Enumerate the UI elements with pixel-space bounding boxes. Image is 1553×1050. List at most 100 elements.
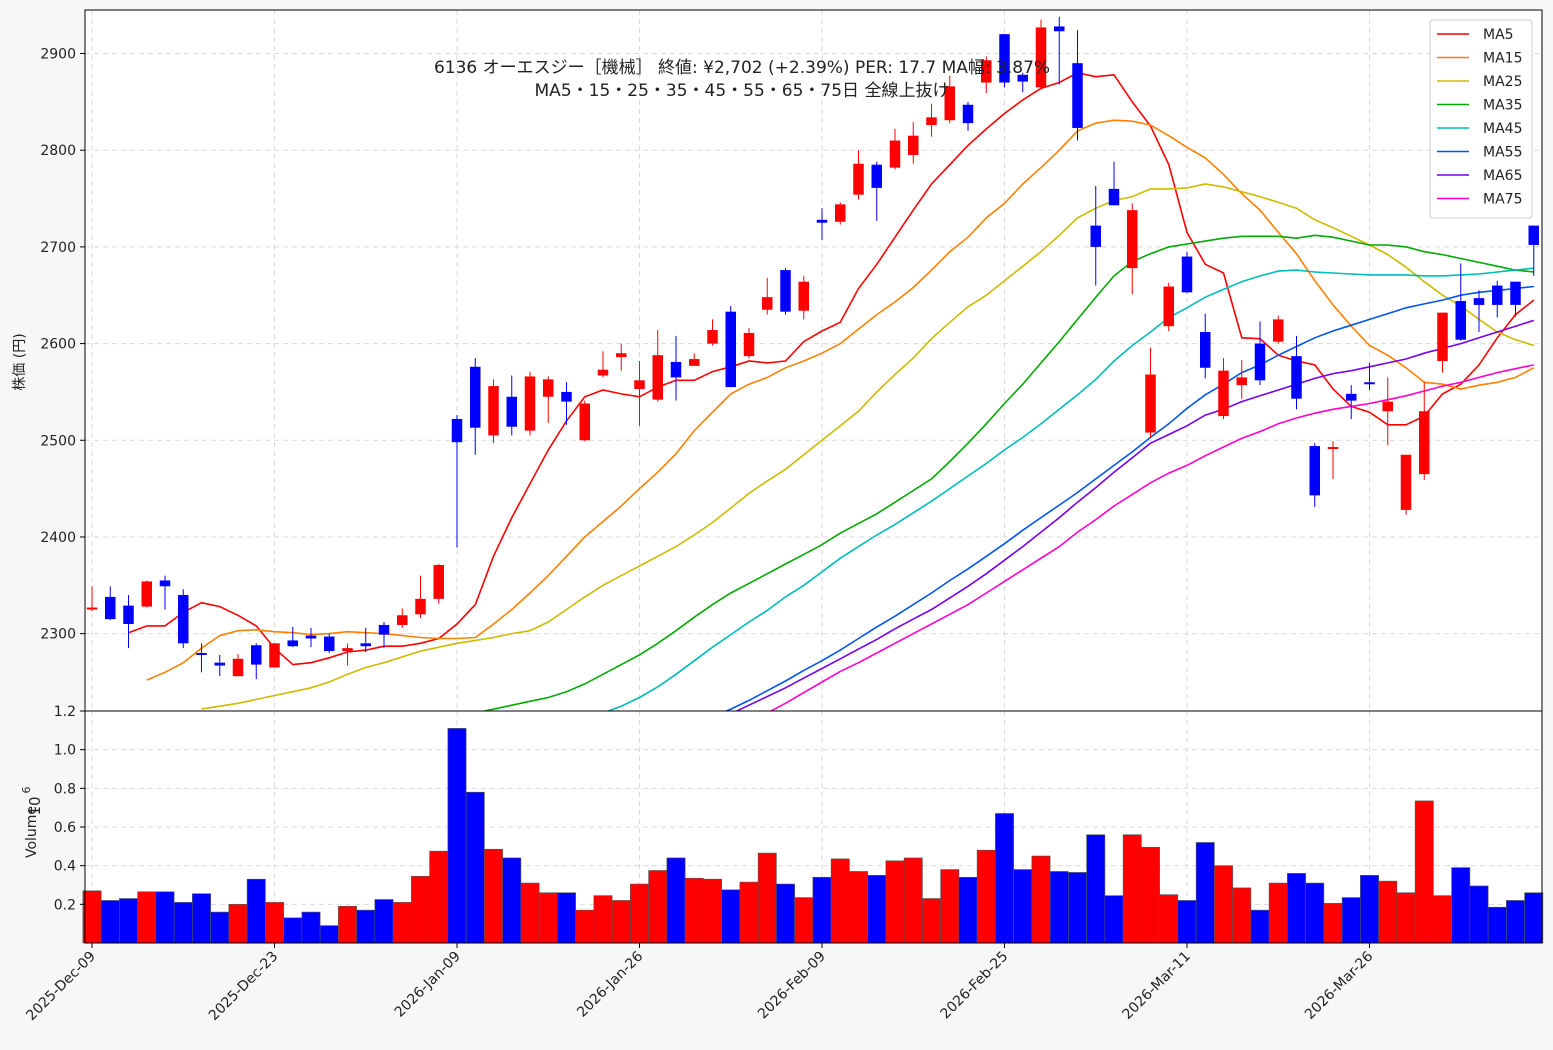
ma-line-ma75 — [769, 364, 1534, 711]
volume-bar — [374, 899, 394, 944]
candle-body — [1273, 319, 1284, 342]
legend-label-ma55: MA55 — [1483, 145, 1522, 161]
volume-bar — [757, 852, 777, 944]
candle — [1346, 385, 1357, 419]
legend-label-ma35: MA35 — [1483, 98, 1522, 114]
candle-body — [1200, 331, 1211, 368]
candle-body — [305, 635, 317, 639]
volume-bar — [648, 870, 668, 944]
volume-tick-label: 0.6 — [54, 820, 76, 836]
legend-label-ma5: MA5 — [1483, 27, 1514, 43]
volume-bar — [411, 875, 430, 944]
volume-bar — [794, 897, 814, 944]
volume-bar — [849, 871, 868, 944]
candle — [962, 101, 974, 131]
candle — [342, 643, 353, 666]
volume-bar — [703, 878, 722, 944]
candle-body — [196, 652, 207, 655]
volume-bar — [611, 900, 631, 944]
candle-body — [378, 624, 390, 635]
candle-body — [269, 643, 280, 668]
candle — [1236, 360, 1247, 399]
volume-bar — [1287, 873, 1306, 944]
volume-bar — [684, 877, 704, 944]
candle — [1510, 281, 1521, 317]
volume-bar — [319, 925, 339, 944]
candle — [561, 382, 572, 425]
candle — [488, 379, 499, 444]
candle-body — [86, 607, 98, 610]
candle-body — [1528, 225, 1539, 245]
volume-bar — [82, 890, 102, 944]
candle — [1473, 290, 1485, 332]
price-tick-label: 2800 — [40, 143, 76, 159]
legend-label-ma75: MA75 — [1483, 192, 1522, 208]
candle-body — [360, 643, 371, 647]
candle — [1145, 347, 1156, 438]
candle-body — [962, 104, 974, 124]
legend: MA5 MA15 MA25 MA35 MA45 MA55 MA65 MA75 — [1429, 19, 1533, 219]
candle — [324, 633, 335, 653]
candle — [1273, 315, 1284, 344]
price-tick-label: 2300 — [40, 627, 76, 643]
candle — [1419, 382, 1430, 480]
volume-y-axis-label: Volume — [24, 806, 40, 858]
volume-bar — [1250, 909, 1270, 944]
candle — [634, 360, 645, 426]
candle — [889, 128, 901, 170]
legend-label-ma15: MA15 — [1483, 51, 1522, 67]
volume-bar — [1323, 903, 1343, 944]
volume-exponent-base: 10 — [26, 796, 44, 815]
candle — [1072, 30, 1083, 141]
volume-bar — [1049, 871, 1069, 944]
candle-body — [579, 403, 590, 441]
volume-bar — [520, 882, 540, 944]
candle — [999, 34, 1010, 88]
candle-body — [1181, 256, 1193, 293]
price-tick-label: 2600 — [40, 337, 76, 353]
candle — [835, 202, 846, 225]
candle — [141, 580, 152, 608]
candle — [798, 275, 809, 320]
candle — [597, 351, 609, 378]
volume-tick-label: 0.4 — [54, 859, 76, 875]
candle — [269, 643, 280, 668]
candle-body — [1017, 74, 1028, 82]
volume-bar — [465, 791, 485, 944]
volume-bar — [958, 876, 978, 944]
volume-bar — [885, 860, 905, 944]
volume-bar — [630, 883, 649, 944]
candle — [451, 415, 463, 548]
candle — [670, 335, 682, 401]
ma-line-ma35 — [480, 234, 1534, 711]
volume-y-ticks: 0.2 0.4 0.6 0.8 1.0 1.2 — [54, 704, 85, 913]
candle-body — [1108, 188, 1120, 206]
candle — [543, 376, 554, 423]
candle-body — [798, 281, 809, 311]
candle-body — [488, 386, 499, 436]
candle-body — [981, 60, 992, 83]
moving-average-lines — [128, 71, 1535, 711]
volume-bar — [1141, 846, 1160, 944]
candle-body — [689, 359, 700, 366]
candle — [689, 353, 700, 366]
candle-body — [1510, 281, 1521, 305]
candle-body — [652, 355, 663, 400]
volume-bar — [1396, 892, 1416, 944]
volume-bar — [338, 905, 357, 944]
candle — [378, 622, 390, 649]
candle-body — [597, 369, 609, 376]
volume-tick-label: 1.2 — [54, 704, 76, 720]
candle-body — [926, 117, 937, 126]
candle-body — [1437, 312, 1448, 361]
volume-bar — [1433, 895, 1452, 944]
volume-bar — [739, 881, 759, 944]
price-tick-label: 2900 — [40, 47, 76, 63]
volume-bar — [447, 728, 467, 944]
candle-body — [816, 219, 828, 223]
candle — [853, 150, 864, 200]
candle — [287, 626, 298, 648]
candle-body — [1291, 356, 1302, 399]
volume-bar — [1506, 900, 1525, 944]
volume-bar — [155, 891, 175, 944]
